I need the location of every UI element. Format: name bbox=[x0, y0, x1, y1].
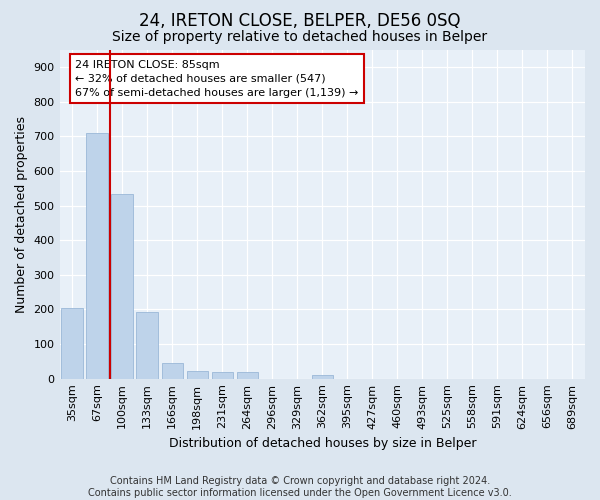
Bar bbox=[236, 372, 258, 378]
Text: Size of property relative to detached houses in Belper: Size of property relative to detached ho… bbox=[112, 30, 488, 44]
Bar bbox=[187, 371, 208, 378]
X-axis label: Distribution of detached houses by size in Belper: Distribution of detached houses by size … bbox=[169, 437, 476, 450]
Bar bbox=[61, 308, 83, 378]
Bar bbox=[212, 372, 233, 378]
Text: 24, IRETON CLOSE, BELPER, DE56 0SQ: 24, IRETON CLOSE, BELPER, DE56 0SQ bbox=[139, 12, 461, 30]
Bar bbox=[311, 375, 333, 378]
Bar bbox=[136, 312, 158, 378]
Bar bbox=[112, 194, 133, 378]
Text: 24 IRETON CLOSE: 85sqm
← 32% of detached houses are smaller (547)
67% of semi-de: 24 IRETON CLOSE: 85sqm ← 32% of detached… bbox=[76, 60, 359, 98]
Y-axis label: Number of detached properties: Number of detached properties bbox=[15, 116, 28, 313]
Bar bbox=[86, 133, 108, 378]
Bar bbox=[161, 363, 183, 378]
Text: Contains HM Land Registry data © Crown copyright and database right 2024.
Contai: Contains HM Land Registry data © Crown c… bbox=[88, 476, 512, 498]
